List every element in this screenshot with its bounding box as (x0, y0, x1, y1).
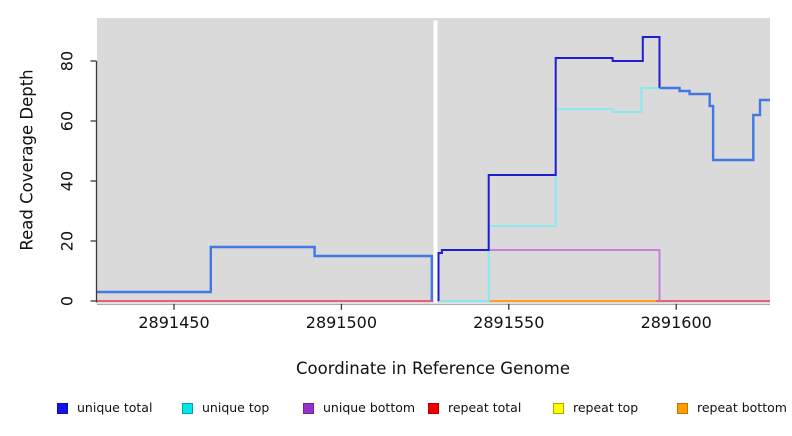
legend-label-unique-total: unique total (77, 400, 153, 415)
legend-swatch-repeat-bottom-icon (677, 402, 688, 414)
legend-swatch-unique-total-icon (57, 402, 68, 414)
x-tick-label: 2891500 (306, 313, 377, 332)
x-tick-label: 2891550 (473, 313, 544, 332)
legend-item-repeat-top: repeat top (553, 400, 638, 416)
legend-item-unique-bottom: unique bottom (303, 400, 415, 416)
series-lines-layer (97, 36, 770, 302)
legend-item-unique-total: unique total (57, 400, 152, 416)
legend-label-repeat-bottom: repeat bottom (697, 400, 787, 415)
y-tick-label: 80 (58, 51, 77, 71)
legend-swatch-unique-top-icon (182, 402, 193, 414)
legend-label-unique-bottom: unique bottom (323, 400, 416, 415)
unique-total-line-blend-right (659, 86, 770, 162)
x-axis-title: Coordinate in Reference Genome (296, 359, 570, 378)
x-tick-label: 2891450 (138, 313, 209, 332)
legend-item-repeat-bottom: repeat bottom (677, 400, 787, 416)
axes-layer: 0 20 40 60 80 2891450 2891500 2891550 2891600 (58, 51, 770, 332)
legend-item-repeat-total: repeat total (428, 400, 521, 416)
y-tick-label: 60 (58, 111, 77, 131)
legend-item-unique-top: unique top (182, 400, 269, 416)
y-axis-title: Read Coverage Depth (18, 69, 37, 250)
legend-swatch-repeat-total-icon (428, 402, 439, 414)
legend-label-repeat-total: repeat total (448, 400, 522, 415)
unique-total-line-blend-left (97, 245, 433, 301)
y-tick-label: 20 (58, 231, 77, 251)
legend-label-repeat-top: repeat top (573, 400, 639, 415)
y-tick-label: 40 (58, 171, 77, 191)
y-tick-label: 0 (58, 296, 77, 306)
legend: unique total unique top unique bottom re… (0, 398, 792, 420)
legend-label-unique-top: unique top (202, 400, 270, 415)
legend-swatch-repeat-top-icon (553, 402, 564, 414)
x-tick-label: 2891600 (641, 313, 712, 332)
unique-total-line-dark (437, 36, 661, 301)
legend-swatch-unique-bottom-icon (303, 402, 314, 414)
coverage-gap-band (433, 20, 438, 303)
